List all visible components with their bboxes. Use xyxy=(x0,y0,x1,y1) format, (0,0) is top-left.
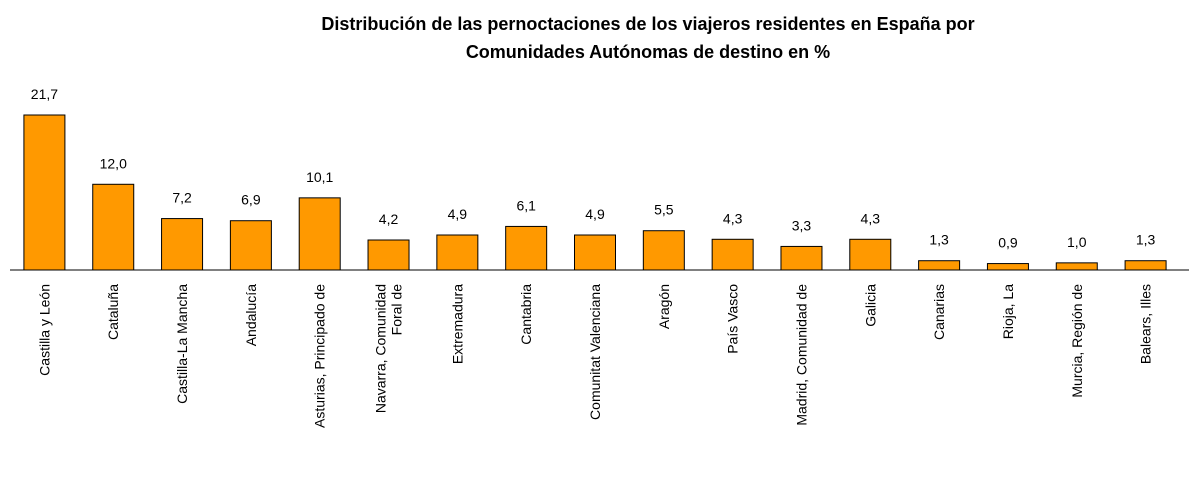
x-tick-label: Castilla-La Mancha xyxy=(174,284,190,404)
data-label: 4,3 xyxy=(861,210,881,226)
x-tick-label: Castilla y León xyxy=(36,284,52,376)
bar xyxy=(367,239,410,271)
x-tick-label: Cataluña xyxy=(105,284,121,340)
bar xyxy=(1124,260,1167,271)
x-tick-label: País Vasco xyxy=(725,284,741,354)
x-tick-label: Murcia, Región de xyxy=(1069,284,1085,398)
x-tick-label: Galicia xyxy=(862,284,878,327)
x-tick-label: Cantabria xyxy=(518,284,534,345)
bar xyxy=(298,197,341,271)
data-label: 3,3 xyxy=(792,217,812,233)
data-label: 1,3 xyxy=(1136,232,1156,248)
x-tick-label: Rioja, La xyxy=(1000,284,1016,339)
data-label: 4,9 xyxy=(585,206,605,222)
data-label: 6,1 xyxy=(516,197,536,213)
bar xyxy=(780,245,823,271)
x-tick-label: Extremadura xyxy=(449,284,465,364)
x-tick-label: Asturias, Principado de xyxy=(312,284,328,428)
bar xyxy=(505,225,548,271)
x-tick-label: Madrid, Comunidad de xyxy=(793,284,809,426)
bar xyxy=(711,238,754,271)
bar xyxy=(23,114,66,271)
bar xyxy=(1055,262,1098,271)
bar xyxy=(161,218,204,271)
chart-title: Comunidades Autónomas de destino en % xyxy=(466,42,830,62)
x-tick-label: Andalucía xyxy=(243,284,259,346)
data-label: 12,0 xyxy=(100,155,127,171)
data-label: 0,9 xyxy=(998,235,1018,251)
bar xyxy=(918,260,961,271)
data-label: 1,3 xyxy=(929,232,949,248)
bar xyxy=(986,263,1029,271)
data-label: 5,5 xyxy=(654,202,674,218)
data-label: 21,7 xyxy=(31,86,58,102)
bar xyxy=(92,183,135,271)
x-tick-label: Canarias xyxy=(931,284,947,340)
bar xyxy=(849,238,892,271)
bar xyxy=(436,234,479,271)
data-label: 4,3 xyxy=(723,210,743,226)
chart-title: Distribución de las pernoctaciones de lo… xyxy=(321,14,974,34)
x-tick-label: Aragón xyxy=(656,284,672,329)
data-label: 4,2 xyxy=(379,211,399,227)
data-label: 1,0 xyxy=(1067,234,1087,250)
x-tick-label: Comunitat Valenciana xyxy=(587,284,603,420)
data-label: 10,1 xyxy=(306,169,333,185)
data-label: 7,2 xyxy=(172,190,192,206)
x-tick-label: Balears, Illes xyxy=(1138,284,1154,364)
bar xyxy=(574,234,616,271)
data-label: 6,9 xyxy=(241,192,261,208)
bar xyxy=(642,230,685,271)
data-label: 4,9 xyxy=(448,206,468,222)
bar xyxy=(229,220,272,271)
x-tick-label: Navarra, ComunidadForal de xyxy=(373,284,405,413)
